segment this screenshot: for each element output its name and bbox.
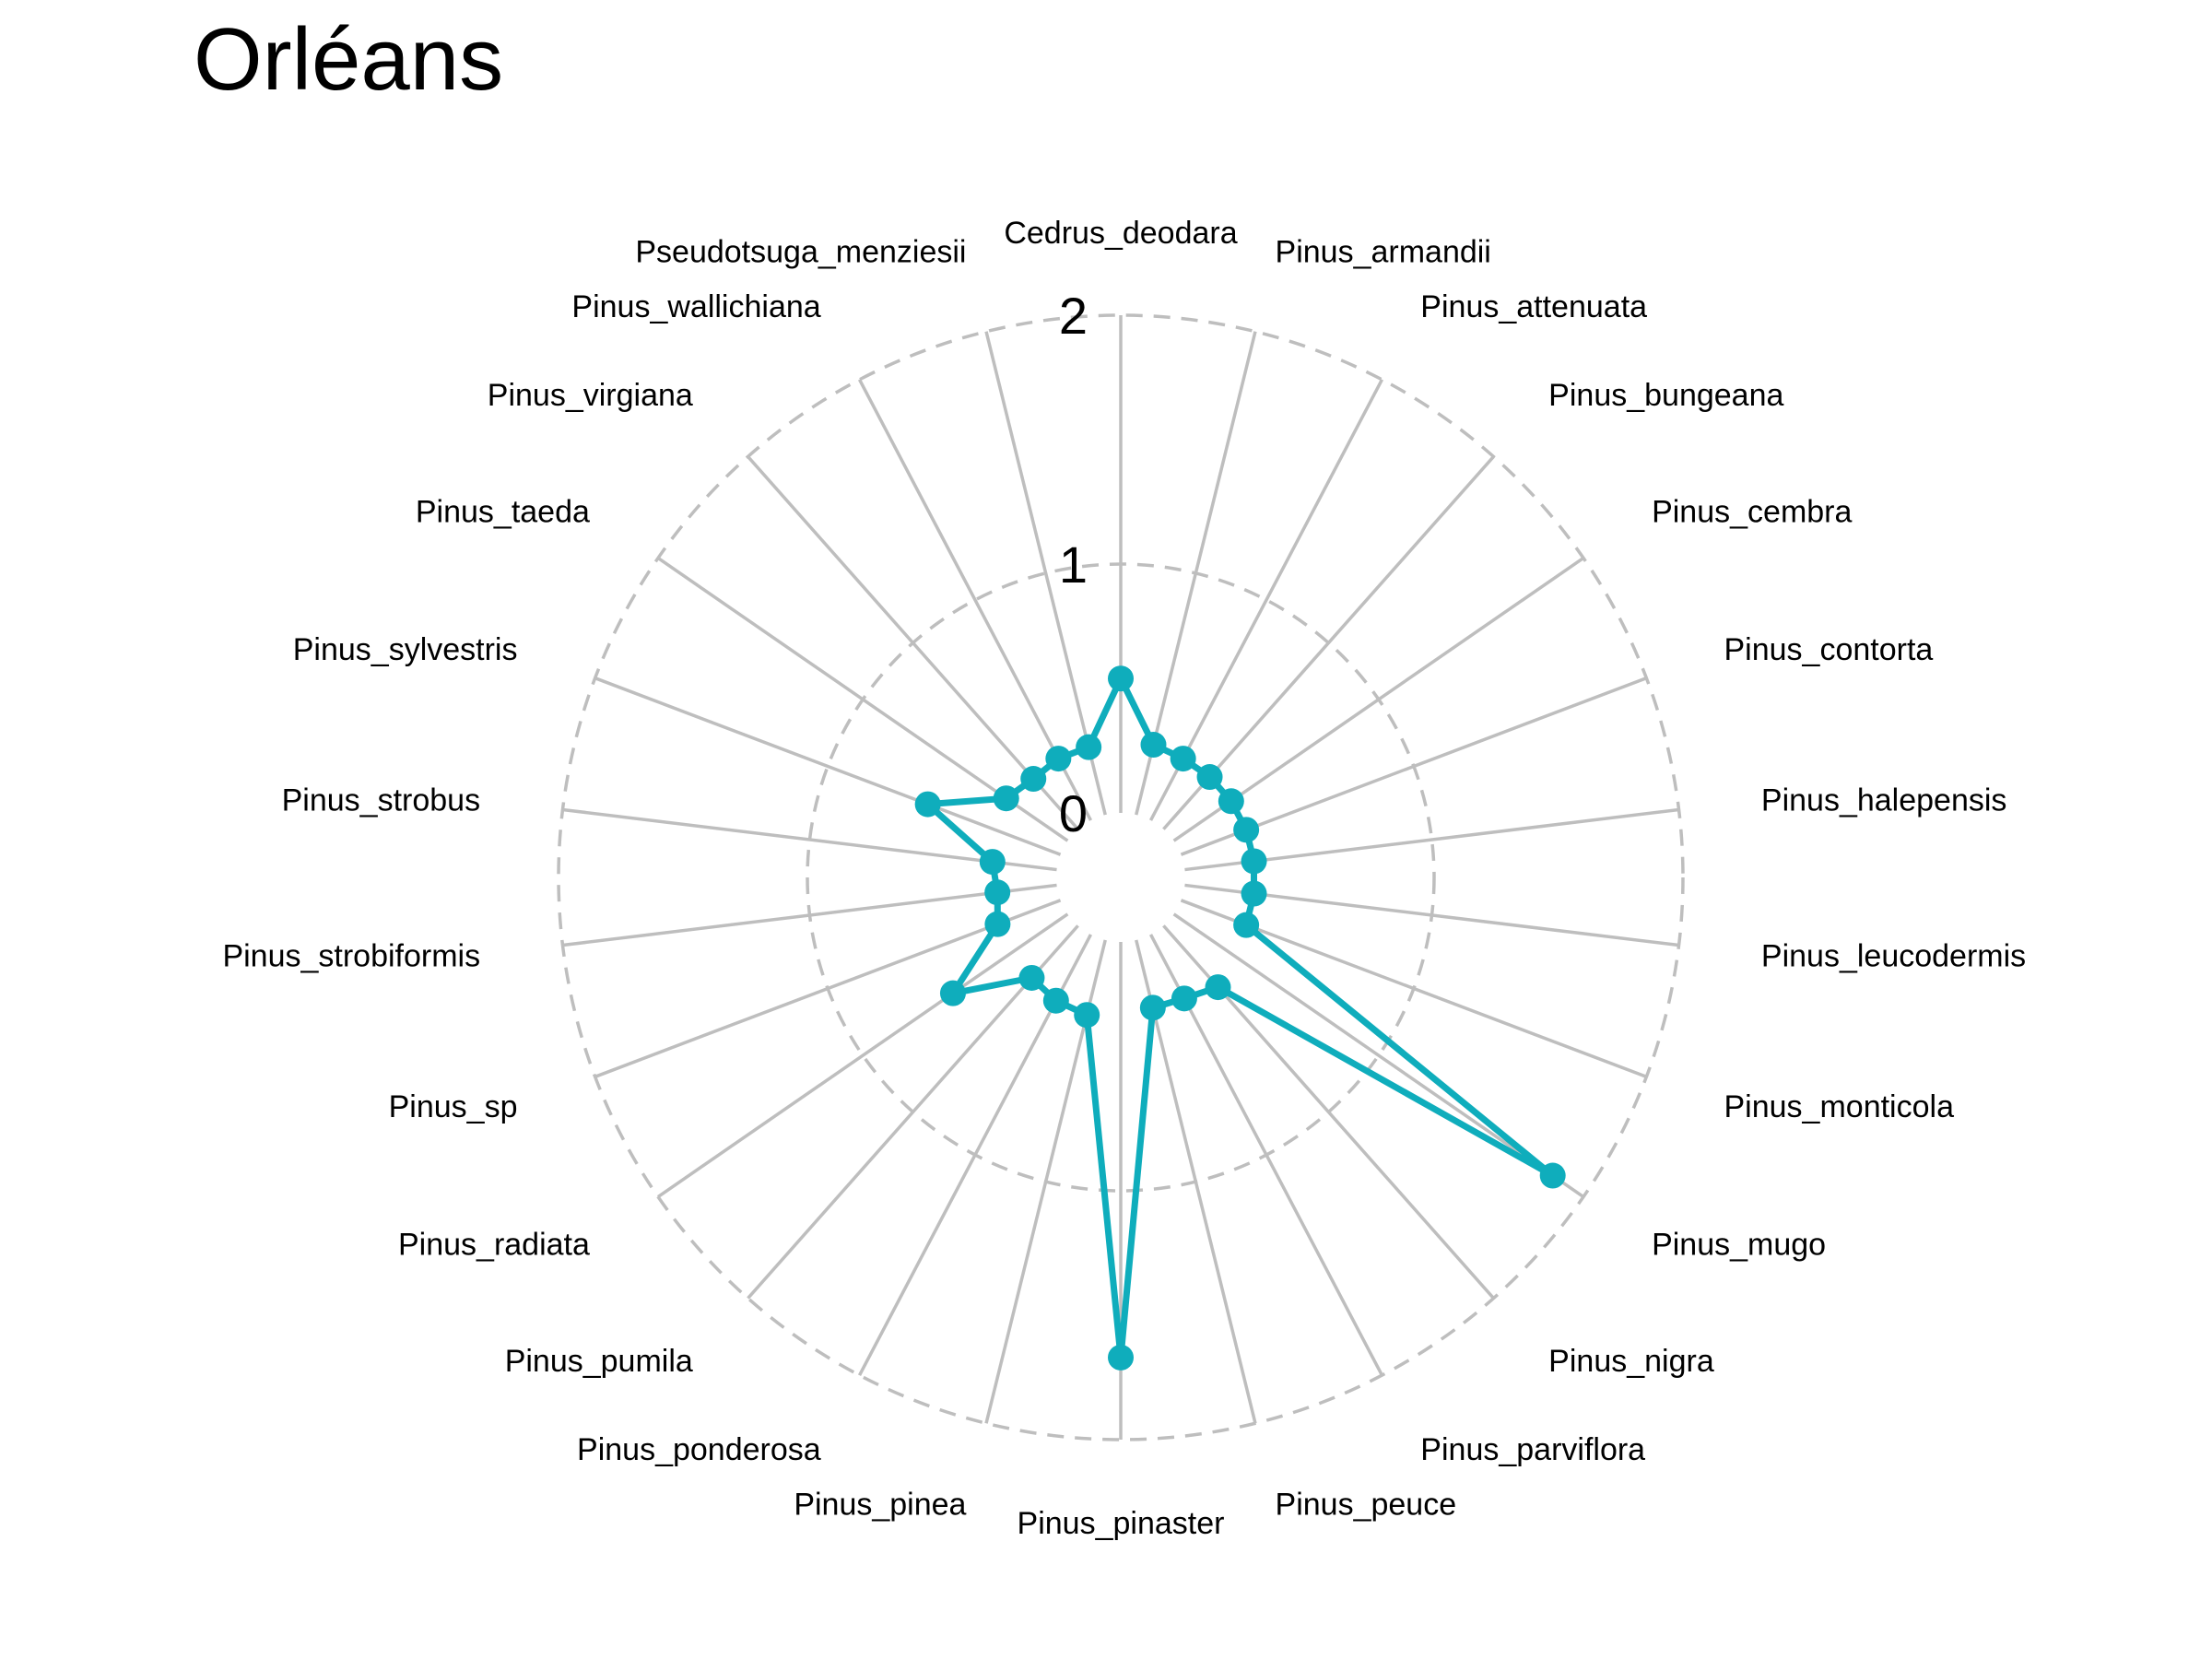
data-point-Pinus_ponderosa [1042, 987, 1069, 1014]
grid-spoke [984, 331, 1107, 816]
data-point-Pinus_virgiana [1020, 766, 1047, 793]
grid-spoke [594, 899, 1062, 1078]
category-label: Pinus_nigra [1548, 1344, 1714, 1379]
grid-spoke [1184, 807, 1679, 872]
category-label: Pinus_sylvestris [293, 632, 518, 667]
grid-spoke [656, 912, 1069, 1198]
data-point-Pinus_mugo [1539, 1162, 1566, 1189]
category-label: Pinus_armandii [1276, 234, 1491, 269]
grid-spoke [857, 379, 1093, 821]
chart-title: Orléans [194, 10, 504, 109]
category-label: Pinus_pumila [505, 1344, 693, 1379]
category-label: Pseudotsuga_menziesii [635, 234, 966, 269]
category-label: Pinus_leucodermis [1761, 938, 2026, 973]
data-point-Pinus_strobus [979, 849, 1006, 876]
category-label: Pinus_attenuata [1420, 289, 1647, 324]
radial-tick-label: 1 [1059, 535, 1088, 594]
radial-tick-label: 2 [1059, 287, 1088, 345]
data-point-Pinus_radiata [939, 980, 966, 1006]
category-label: Pinus_bungeana [1548, 378, 1783, 413]
category-label: Pinus_cembra [1652, 494, 1852, 529]
data-point-Pinus_pinea [1074, 1002, 1100, 1029]
grid-spoke [1172, 557, 1585, 842]
category-label: Pinus_mugo [1652, 1228, 1826, 1263]
data-point-Pinus_taeda [993, 785, 1019, 812]
grid-spoke [1180, 677, 1647, 856]
ring-label-layer: 0 1 2 [1059, 287, 1088, 842]
grid-ring-1 [557, 313, 1685, 1441]
radial-tick-label: 0 [1059, 784, 1088, 842]
data-point-Pinus_nigra [1205, 974, 1231, 1001]
category-label: Pinus_virgiana [488, 378, 693, 413]
data-point-Pinus_pumila [1018, 964, 1045, 991]
data-point-Pinus_leucodermis [1241, 880, 1267, 907]
category-label: Pinus_parviflora [1420, 1432, 1645, 1467]
data-point-Pinus_sylvestris [914, 791, 941, 818]
data-point-Pinus_sp [984, 911, 1011, 937]
grid-spoke [747, 455, 1079, 830]
data-point-Pinus_pinaster [1108, 1344, 1134, 1371]
category-label: Pinus_peuce [1276, 1488, 1457, 1523]
category-label: Pinus_taeda [416, 494, 590, 529]
category-label: Pinus_strobiformis [222, 938, 480, 973]
category-label: Pinus_wallichiana [571, 289, 820, 324]
data-point-Pseudotsuga_menziesii [1076, 734, 1102, 760]
category-label: Pinus_pinea [794, 1488, 966, 1523]
category-label: Pinus_halepensis [1761, 783, 2007, 818]
grid-spoke [1180, 899, 1647, 1078]
category-label: Pinus_sp [389, 1089, 518, 1124]
data-point-Pinus_armandii [1140, 732, 1167, 759]
grid-spoke [562, 883, 1057, 947]
category-label: Pinus_pinaster [1018, 1506, 1225, 1541]
data-point-Pinus_bungeana [1196, 764, 1223, 791]
data-point-Pinus_peuce [1139, 994, 1166, 1021]
grid-spoke [594, 677, 1062, 856]
category-label: Pinus_strobus [282, 783, 480, 818]
category-label: Pinus_contorta [1724, 632, 1934, 667]
grid-spoke [1162, 455, 1495, 830]
data-point-Pinus_contorta [1233, 817, 1260, 843]
grid-spoke [1135, 939, 1257, 1424]
data-point-Pinus_cembra [1218, 788, 1244, 815]
data-point-Pinus_parviflora [1171, 985, 1197, 1012]
grid-layer [557, 313, 1685, 1441]
data-point-Pinus_wallichiana [1045, 746, 1072, 772]
grid-spoke [747, 924, 1079, 1300]
category-label: Cedrus_deodara [1004, 216, 1237, 251]
data-point-Pinus_strobiformis [984, 879, 1011, 906]
data-point-Pinus_monticola [1233, 912, 1260, 938]
series-layer [914, 665, 1566, 1371]
grid-spoke [1172, 912, 1585, 1198]
category-label: Pinus_radiata [398, 1228, 590, 1263]
data-point-Cedrus_deodara [1108, 665, 1134, 692]
category-label: Pinus_monticola [1724, 1089, 1955, 1124]
category-label-layer: Cedrus_deodara Pinus_armandii Pinus_attenu… [222, 216, 2026, 1541]
grid-spoke [1184, 883, 1679, 947]
data-point-Pinus_halepensis [1241, 848, 1267, 875]
data-point-Pinus_attenuata [1170, 746, 1196, 772]
category-label: Pinus_ponderosa [577, 1432, 821, 1467]
grid-spoke [1148, 379, 1384, 821]
grid-spoke [562, 807, 1057, 872]
